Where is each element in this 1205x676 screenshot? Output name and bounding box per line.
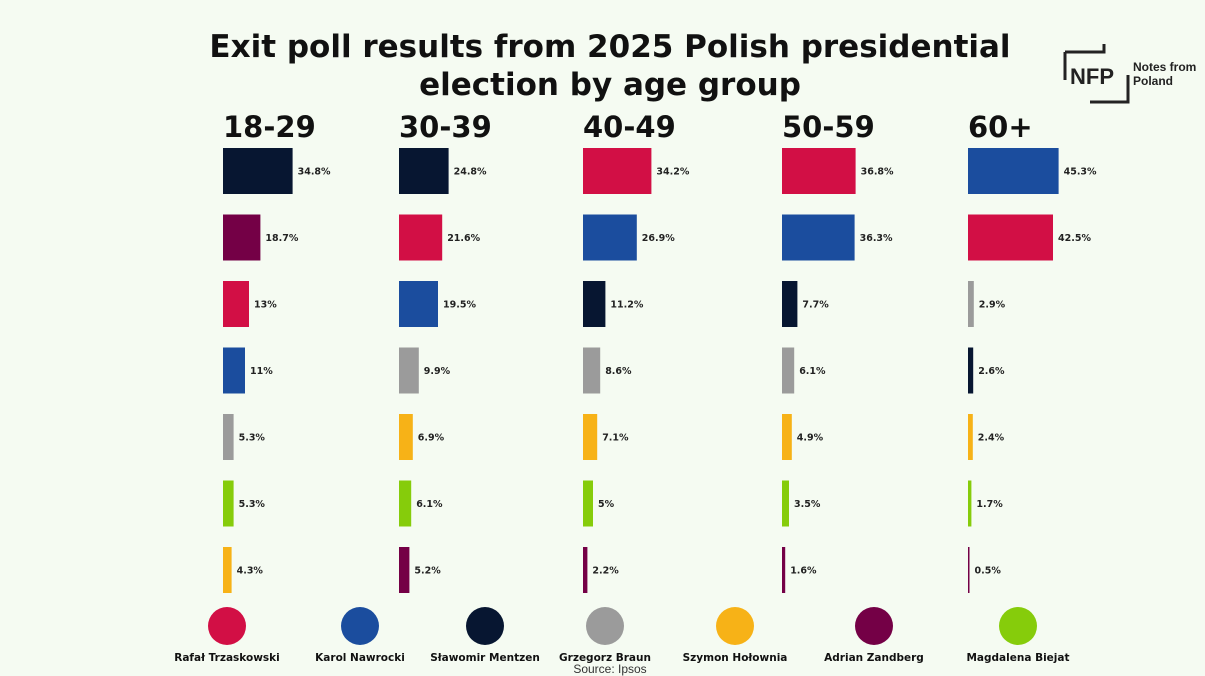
data-label: 26.9% — [642, 233, 675, 244]
data-label: 19.5% — [443, 300, 476, 311]
data-label: 0.5% — [975, 566, 1002, 577]
bar — [583, 547, 588, 593]
bar — [782, 480, 789, 527]
bar — [223, 547, 232, 593]
data-label: 1.6% — [790, 566, 817, 577]
bar — [583, 347, 601, 394]
data-label: 13% — [254, 300, 277, 311]
age-group-label: 18-29 — [223, 110, 316, 144]
data-label: 9.9% — [424, 366, 451, 377]
data-label: 5% — [598, 499, 615, 510]
data-label: 36.3% — [860, 233, 893, 244]
data-label: 11.2% — [610, 300, 643, 311]
data-label: 34.2% — [656, 167, 689, 178]
logo-text: Notes from Poland — [1133, 60, 1203, 88]
data-label: 6.1% — [799, 366, 826, 377]
bar — [399, 214, 443, 261]
age-group-label: 60+ — [968, 110, 1033, 144]
bar — [583, 414, 598, 460]
age-group-label: 50-59 — [782, 110, 875, 144]
bar — [223, 148, 293, 194]
logo-mark: NFP — [1070, 64, 1114, 89]
data-label: 7.1% — [602, 433, 629, 444]
age-group-label: 40-49 — [583, 110, 676, 144]
bar — [583, 281, 606, 327]
bar — [399, 281, 438, 327]
nfp-logo: NFP — [1063, 44, 1130, 104]
data-label: 6.1% — [416, 499, 443, 510]
data-label: 36.8% — [861, 167, 894, 178]
data-label: 2.9% — [979, 300, 1006, 311]
data-label: 21.6% — [447, 233, 480, 244]
data-label: 11% — [250, 366, 273, 377]
data-label: 3.5% — [794, 499, 821, 510]
bar — [223, 281, 249, 327]
bar — [968, 414, 973, 460]
data-label: 5.3% — [239, 433, 266, 444]
data-label: 8.6% — [605, 366, 632, 377]
bar — [399, 547, 410, 593]
data-label: 2.6% — [978, 366, 1005, 377]
data-label: 4.3% — [237, 566, 264, 577]
bar — [223, 414, 234, 460]
bar — [968, 214, 1053, 261]
bar — [583, 148, 652, 194]
bar — [399, 480, 412, 527]
bar — [968, 547, 970, 593]
data-label: 6.9% — [418, 433, 445, 444]
bar — [782, 347, 795, 394]
data-label: 5.3% — [239, 499, 266, 510]
bar — [782, 214, 855, 261]
bar — [968, 281, 974, 327]
bar — [223, 480, 234, 527]
bar — [782, 414, 792, 460]
bar — [968, 148, 1059, 194]
logo-text-line1: Notes from — [1133, 60, 1197, 74]
bar — [583, 480, 593, 527]
bar — [399, 414, 413, 460]
data-label: 18.7% — [265, 233, 298, 244]
logo-text-line2: Poland — [1133, 74, 1174, 88]
data-label: 7.7% — [802, 300, 829, 311]
bar — [223, 347, 245, 394]
source-note: Source: Ipsos — [573, 662, 647, 676]
bar — [399, 347, 419, 394]
data-label: 45.3% — [1064, 167, 1097, 178]
data-label: 24.8% — [454, 167, 487, 178]
data-label: 5.2% — [414, 566, 441, 577]
data-label: 2.2% — [592, 566, 619, 577]
data-label: 34.8% — [298, 167, 331, 178]
age-group-label: 30-39 — [399, 110, 492, 144]
chart-title: Exit poll results from 2025 Polish presi… — [209, 29, 1011, 103]
bar — [968, 480, 972, 527]
data-label: 4.9% — [797, 433, 824, 444]
data-label: 2.4% — [978, 433, 1005, 444]
bar — [968, 347, 974, 394]
data-label: 42.5% — [1058, 233, 1091, 244]
data-label: 1.7% — [976, 499, 1003, 510]
bar — [399, 148, 449, 194]
bar — [223, 214, 261, 261]
bar — [782, 148, 856, 194]
bar — [583, 214, 637, 261]
bar — [782, 547, 786, 593]
bar — [782, 281, 798, 327]
